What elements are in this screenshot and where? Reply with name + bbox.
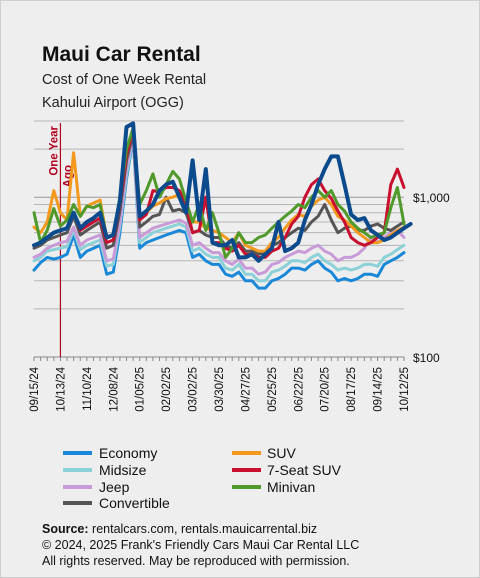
rights-line: All rights reserved. May be reproduced w… xyxy=(42,554,350,568)
one-year-ago-label: One Year xyxy=(48,125,60,175)
x-tick-label: 01/05/25 xyxy=(135,367,147,412)
x-tick-label: 12/08/24 xyxy=(108,366,120,411)
source-line: Source: rentalcars.com, rentals.mauicarr… xyxy=(42,522,317,536)
legend-label: Economy xyxy=(99,445,157,461)
x-tick-label: 10/12/25 xyxy=(399,367,411,412)
series-line-minivan xyxy=(32,126,406,259)
copyright-line: © 2024, 2025 Frank's Friendly Cars Maui … xyxy=(42,538,360,552)
y-tick-label: $100 xyxy=(413,351,440,365)
legend-label: Midsize xyxy=(99,462,147,478)
x-tick-label: 10/13/24 xyxy=(55,366,67,411)
legend-label: Jeep xyxy=(99,479,130,495)
y-tick-label: $1,000 xyxy=(413,191,450,205)
x-tick-label: 06/22/25 xyxy=(293,367,305,412)
series-line-jeep xyxy=(32,133,406,276)
x-tick-label: 08/17/25 xyxy=(346,367,358,412)
x-tick-label: 05/25/25 xyxy=(267,367,279,412)
x-tick-label: 02/02/25 xyxy=(161,367,173,412)
legend-label: Convertible xyxy=(99,495,170,511)
source-label: Source: xyxy=(42,522,89,536)
series-line-economy xyxy=(32,136,406,290)
x-tick-label: 07/20/25 xyxy=(320,367,332,412)
legend-label: Minivan xyxy=(267,479,315,495)
legend-label: SUV xyxy=(267,445,296,461)
x-tick-label: 04/27/25 xyxy=(240,367,252,412)
x-tick-label: 03/02/25 xyxy=(188,367,200,412)
source-text: rentalcars.com, rentals.mauicarrental.bi… xyxy=(92,522,318,536)
x-tick-label: 09/14/25 xyxy=(373,367,385,412)
series-line-unlabeled xyxy=(32,121,413,263)
series-line-7-seat-suv xyxy=(32,128,406,259)
chart-subtitle: Cost of One Week Rental xyxy=(42,72,207,88)
series-line-midsize xyxy=(32,135,406,283)
legend-label: 7-Seat SUV xyxy=(267,462,342,478)
x-tick-label: 09/15/24 xyxy=(29,366,41,411)
x-tick-label: 03/30/25 xyxy=(214,367,226,412)
chart-location: Kahului Airport (OGG) xyxy=(42,95,184,111)
chart-title: Maui Car Rental xyxy=(42,43,201,66)
x-tick-label: 11/10/24 xyxy=(82,366,94,411)
